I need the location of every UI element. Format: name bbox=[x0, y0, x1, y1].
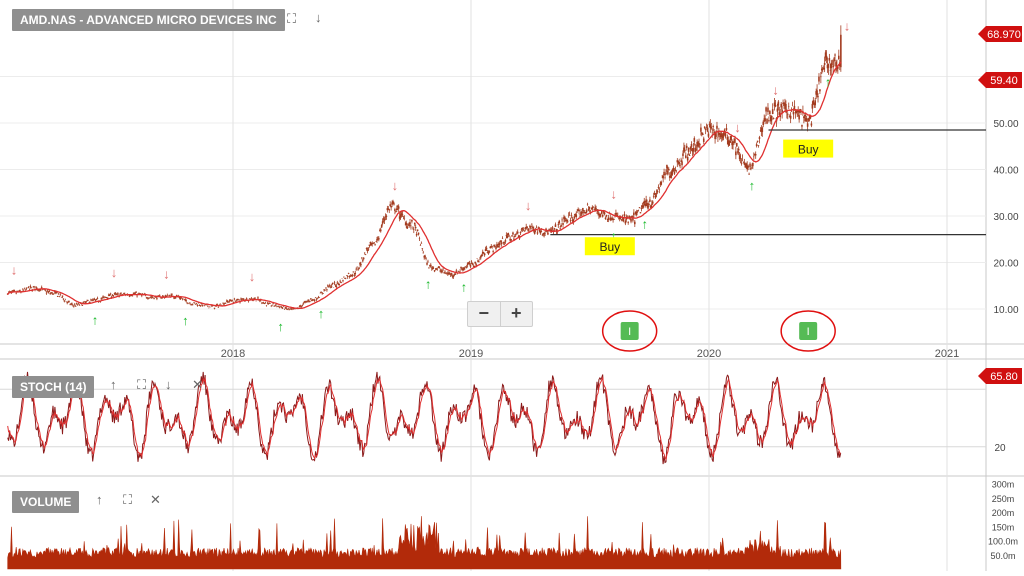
last-price-badge-bg bbox=[978, 26, 1022, 42]
last-price-badge: 68.970 bbox=[987, 29, 1021, 41]
signal-marker bbox=[799, 322, 818, 340]
arrow-up-icon[interactable]: ↑ bbox=[110, 377, 117, 392]
arrow-down-icon[interactable]: ↓ bbox=[315, 10, 322, 25]
zoom-control: − + bbox=[467, 301, 533, 327]
ma-price-badge: 59.40 bbox=[990, 75, 1018, 87]
volume-area bbox=[7, 516, 842, 570]
volume-y-tick: 250m bbox=[992, 494, 1015, 504]
sell-arrow-icon: ↓ bbox=[392, 178, 399, 193]
highlight-circle bbox=[601, 310, 658, 352]
signal-marker-label: I bbox=[807, 326, 810, 338]
volume-y-tick: 150m bbox=[992, 522, 1015, 532]
x-tick-label: 2018 bbox=[221, 348, 245, 360]
arrow-down-icon[interactable]: ↓ bbox=[165, 377, 172, 392]
highlight-circle bbox=[780, 310, 836, 352]
sell-arrow-icon: ↓ bbox=[249, 269, 256, 284]
sell-arrow-icon: ↓ bbox=[525, 198, 532, 213]
sell-arrow-icon: ↓ bbox=[163, 266, 170, 281]
ma-price-badge-bg bbox=[978, 72, 1022, 88]
buy-arrow-icon: ↑ bbox=[92, 313, 99, 328]
volume-pane-title: VOLUME bbox=[12, 491, 80, 513]
buy-arrow-icon: ↑ bbox=[749, 178, 756, 193]
close-icon[interactable]: ✕ bbox=[192, 377, 203, 392]
price-pane-title: AMD.NAS - ADVANCED MICRO DEVICES INC bbox=[12, 9, 285, 31]
x-tick-label: 2019 bbox=[459, 348, 483, 360]
volume-plot bbox=[7, 516, 842, 570]
buy-arrow-icon: ↑ bbox=[461, 279, 468, 294]
buy-annotation-bg bbox=[584, 237, 635, 256]
volume-y-tick: 100.0m bbox=[988, 537, 1018, 547]
price-plot: ↑ ↑ ↑ ↑ ↑ ↑ ↑ ↑ ↑ ↑ ↓ ↓ ↓ ↓ ↓ ↓ ↓ ↓ ↓ ↓ Buy Buy I I bbox=[6, 19, 986, 352]
close-icon[interactable]: ✕ bbox=[150, 492, 161, 507]
moving-average-line bbox=[7, 61, 842, 310]
expand-icon[interactable]: ⛶ bbox=[287, 11, 297, 26]
stoch-pane-title: STOCH (14) bbox=[12, 376, 95, 398]
x-tick-label: 2021 bbox=[935, 348, 959, 360]
buy-arrow-icon: ↑ bbox=[425, 277, 432, 292]
y-tick-label: 20.00 bbox=[993, 259, 1018, 270]
volume-y-tick: 200m bbox=[992, 508, 1015, 518]
sell-arrow-icon: ↓ bbox=[11, 263, 18, 278]
sell-arrow-icon: ↓ bbox=[111, 265, 118, 280]
stoch-k-line bbox=[7, 371, 842, 465]
stoch-plot bbox=[0, 371, 986, 465]
buy-annotation: Buy bbox=[798, 143, 819, 157]
buy-arrow-icon: ↑ bbox=[825, 75, 832, 90]
signal-marker-label: I bbox=[628, 326, 631, 338]
buy-annotation-bg bbox=[783, 139, 834, 158]
sell-arrow-icon: ↓ bbox=[844, 19, 851, 34]
buy-arrow-icon: ↑ bbox=[182, 313, 189, 328]
stoch-y-tick: 20 bbox=[994, 443, 1006, 454]
sell-arrow-icon: ↓ bbox=[611, 186, 618, 201]
stoch-value-badge-bg bbox=[978, 368, 1022, 384]
sell-arrow-icon: ↓ bbox=[734, 120, 741, 135]
volume-y-tick: 300m bbox=[992, 480, 1015, 490]
stoch-d-line bbox=[7, 376, 841, 461]
x-tick-label: 2020 bbox=[697, 348, 721, 360]
expand-icon[interactable]: ⛶ bbox=[123, 492, 133, 507]
buy-arrow-icon: ↑ bbox=[318, 306, 325, 321]
buy-arrow-icon: ↑ bbox=[277, 319, 284, 334]
expand-icon[interactable]: ⛶ bbox=[137, 377, 147, 392]
y-tick-label: 50.00 bbox=[993, 119, 1018, 130]
zoom-out-button[interactable]: − bbox=[468, 302, 501, 326]
arrow-up-icon[interactable]: ↑ bbox=[96, 492, 103, 507]
zoom-in-button[interactable]: + bbox=[510, 303, 522, 323]
buy-arrow-icon: ↑ bbox=[641, 217, 648, 232]
signal-marker bbox=[620, 322, 639, 340]
buy-annotation: Buy bbox=[599, 240, 620, 254]
buy-arrow-icon: ↑ bbox=[611, 228, 618, 243]
axes: 2018 2019 2020 2021 10.00 20.00 30.00 40.00 50.0… bbox=[221, 26, 1022, 561]
volume-y-tick: 50.0m bbox=[990, 551, 1015, 561]
y-tick-label: 30.00 bbox=[993, 212, 1018, 223]
y-tick-label: 10.00 bbox=[993, 305, 1018, 316]
sell-arrow-icon: ↓ bbox=[772, 82, 779, 97]
stoch-value-badge: 65.80 bbox=[990, 371, 1018, 383]
y-tick-label: 40.00 bbox=[993, 166, 1018, 177]
